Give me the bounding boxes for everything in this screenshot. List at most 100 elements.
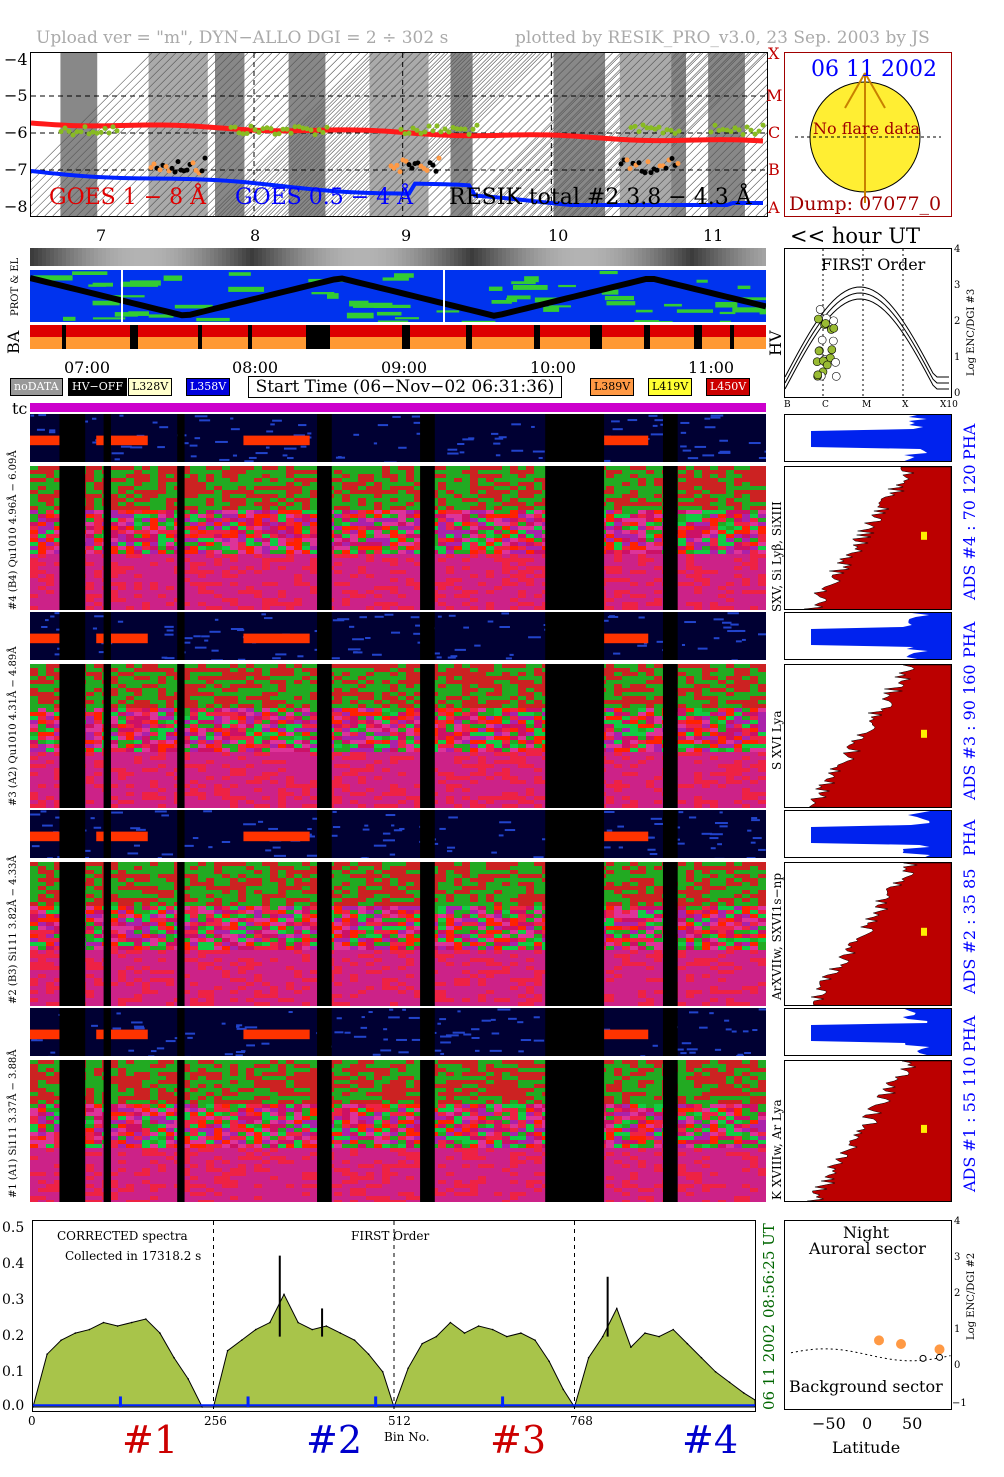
spec-cell <box>494 554 502 558</box>
pha-gap <box>420 414 435 462</box>
spec-cell <box>94 566 102 570</box>
spec-cell <box>150 780 158 784</box>
spec-cell <box>46 574 54 578</box>
spec-cell <box>470 606 478 610</box>
legend-l328: L328V <box>128 378 173 396</box>
spec-cell <box>310 498 318 502</box>
spec-cell <box>166 744 174 748</box>
spec-cell <box>654 606 662 610</box>
ba-gap <box>306 325 330 349</box>
el-cell <box>230 248 234 266</box>
spec-cell <box>606 478 614 482</box>
spec-cell <box>30 748 38 752</box>
pha-noise <box>152 421 158 424</box>
spec-cell <box>510 594 518 598</box>
fo-point <box>814 346 824 356</box>
spec-cell <box>262 466 270 470</box>
spec-cell <box>726 526 734 530</box>
spec-cell <box>110 594 118 598</box>
spec-cell <box>182 474 190 478</box>
spec-cell <box>166 586 174 590</box>
spec-cell <box>150 530 158 534</box>
pha-noise <box>501 612 510 615</box>
spec-cell <box>262 566 270 570</box>
spec-cell <box>150 478 158 482</box>
spec-cell <box>350 538 358 542</box>
spec-cell <box>270 466 278 470</box>
spec-cell <box>654 574 662 578</box>
spec-cell <box>758 518 766 522</box>
resik-point <box>66 128 72 134</box>
spec-cell <box>142 784 150 788</box>
spec-cell <box>310 578 318 582</box>
pha-noise <box>190 455 197 458</box>
spec-cell <box>126 744 134 748</box>
spec-cell <box>38 756 46 760</box>
spec-cell <box>158 582 166 586</box>
spec-cell <box>382 490 390 494</box>
spec-cell <box>294 590 302 594</box>
spec-cell <box>110 800 118 804</box>
pha-gap <box>177 414 185 462</box>
spec-cell <box>206 594 214 598</box>
el-cell <box>606 248 610 266</box>
upload-text: Upload ver = "m", DYN−ALLO DGI = 2 ÷ 302… <box>36 28 449 48</box>
pha-gap <box>59 612 86 660</box>
hatch-line <box>603 53 767 216</box>
spec-cell <box>238 470 246 474</box>
spec-cell <box>86 554 94 558</box>
spec-cell <box>254 566 262 570</box>
spec-cell <box>710 566 718 570</box>
resik-point <box>756 128 762 134</box>
spec-cell <box>54 574 62 578</box>
el-cell <box>114 248 118 266</box>
spec-cell <box>270 490 278 494</box>
spec-cell <box>750 482 758 486</box>
spec-cell <box>254 522 262 526</box>
spec-cell <box>678 474 686 478</box>
el-cell <box>154 248 158 266</box>
spec-cell <box>494 546 502 550</box>
spec-cell <box>622 550 630 554</box>
pha-noise <box>704 417 711 420</box>
hatch-line <box>31 53 176 199</box>
spec-cell <box>446 578 454 582</box>
spec-cell <box>518 574 526 578</box>
spec-cell <box>462 578 470 582</box>
ba-gap <box>62 325 66 349</box>
spec-cell <box>30 772 38 776</box>
spec-cell <box>734 518 742 522</box>
spec-cell <box>262 558 270 562</box>
resik-cluster-point <box>148 165 154 171</box>
spec-cell <box>742 598 750 602</box>
spec-cell <box>166 542 174 546</box>
spec-cell <box>342 598 350 602</box>
spec-cell <box>262 546 270 550</box>
spec-cell <box>638 526 646 530</box>
resik-point <box>244 130 250 136</box>
spec-cell <box>54 732 62 736</box>
pha-noise <box>230 428 240 431</box>
spec-cell <box>110 566 118 570</box>
spec-cell <box>150 696 158 700</box>
spec-cell <box>462 474 470 478</box>
spec-cell <box>366 518 374 522</box>
resik-point <box>58 129 64 135</box>
spec-cell <box>110 578 118 582</box>
resik-cluster-point <box>172 169 178 175</box>
spec-cell <box>86 716 94 720</box>
spec-cell <box>494 502 502 506</box>
spec-cell <box>638 518 646 522</box>
spec-cell <box>182 586 190 590</box>
el-cell <box>186 248 190 266</box>
spec-cell <box>646 574 654 578</box>
spec-cell <box>142 478 150 482</box>
resik-point <box>438 129 444 135</box>
spec-cell <box>110 752 118 756</box>
pha-noise <box>111 452 124 455</box>
spec-cell <box>190 716 198 720</box>
spec-cell <box>158 494 166 498</box>
spec-cell <box>158 606 166 610</box>
spec-cell <box>630 490 638 494</box>
spec-cell <box>398 582 406 586</box>
